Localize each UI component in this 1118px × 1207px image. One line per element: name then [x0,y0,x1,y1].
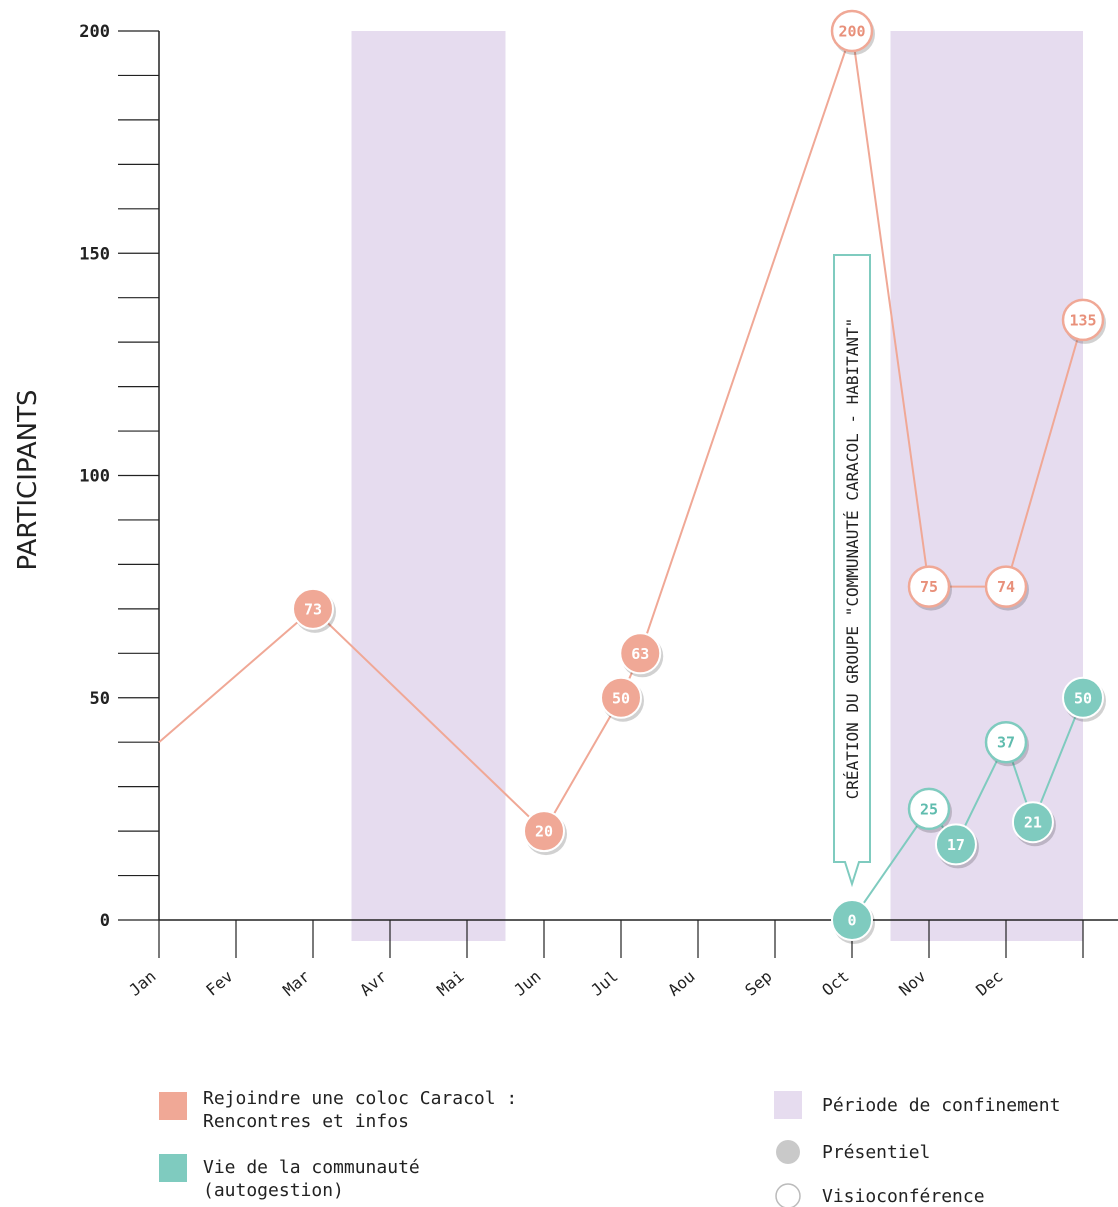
legend-label-presentiel: Présentiel [822,1142,930,1163]
x-tick-label: Jun [510,967,544,1000]
x-tick-label: Oct [818,967,852,1000]
point-visio [984,720,1028,764]
point-label: 37 [997,734,1015,752]
x-tick-label: Fev [202,967,236,1000]
x-tick-label: Mar [279,966,314,999]
legend-swatch-series2 [159,1154,187,1182]
point-visio [907,565,951,608]
confinement-band-1 [351,31,506,941]
legend-swatch-confinement [774,1091,802,1119]
point-label: 25 [920,800,938,818]
y-tick-label: 150 [79,244,110,264]
point-presentiel [831,899,873,941]
legend-swatch-series1 [159,1092,187,1120]
annotation-layer: CRÉATION DU GROUPE "COMMUNAUTÉ CARACOL -… [833,254,871,888]
point-label: 75 [920,578,938,596]
x-tick-label: Avr [356,966,391,999]
point-presentiel [1011,801,1054,844]
point-label: 50 [1074,689,1092,707]
y-tick-label: 100 [79,467,110,487]
x-tick-label: Sep [741,967,775,1000]
y-tick-label: 200 [79,22,110,42]
data-points: 73 20 50 63 200 75 74 135 0 25 17 37 21 50 [292,9,1106,944]
legend-label-series2: Vie de la communauté (autogestion) [203,1157,420,1201]
x-tick-label: Jan [125,967,159,1000]
x-tick-label: Jul [587,967,621,1000]
point-presentiel [523,810,565,853]
point-label: 20 [535,823,553,841]
point-label: 74 [997,578,1015,596]
confinement-shading [351,31,1083,941]
point-label: 200 [838,23,865,41]
point-presentiel [619,632,662,675]
point-visio [1061,298,1105,342]
y-tick-label: 50 [90,689,110,709]
point-label: 50 [612,689,630,707]
x-tick-label: Nov [895,967,929,1000]
point-presentiel [1062,676,1104,719]
legend-label-visio: Visioconférence [822,1186,985,1207]
point-label: 63 [631,645,649,663]
point-visio [830,9,874,53]
point-presentiel [600,676,642,719]
point-label: 135 [1069,311,1096,329]
annotation-text: CRÉATION DU GROUPE "COMMUNAUTÉ CARACOL -… [843,318,862,800]
point-visio [907,787,951,831]
y-tick-label: 0 [100,911,110,931]
x-tick-label: Mai [433,967,467,1000]
legend-marker-visio [775,1183,801,1207]
y-axis-label: PARTICIPANTS [13,390,43,571]
series-line-2 [851,697,1084,921]
legend: Rejoindre une coloc Caracol : Rencontres … [159,1088,1060,1207]
annotation-callout [833,254,871,888]
point-label: 17 [947,836,965,854]
x-tick-label: Dec [972,967,1006,1000]
point-presentiel [292,587,334,630]
legend-label-confinement: Période de confinement [822,1095,1060,1116]
point-presentiel [934,823,977,866]
x-tick-label: Aou [664,967,698,1000]
point-label: 0 [847,912,856,930]
legend-marker-presentiel [776,1140,800,1164]
point-visio [984,565,1028,608]
point-label: 21 [1024,814,1042,832]
point-label: 73 [304,600,322,618]
legend-label-series1: Rejoindre une coloc Caracol : Rencontres … [203,1088,517,1132]
